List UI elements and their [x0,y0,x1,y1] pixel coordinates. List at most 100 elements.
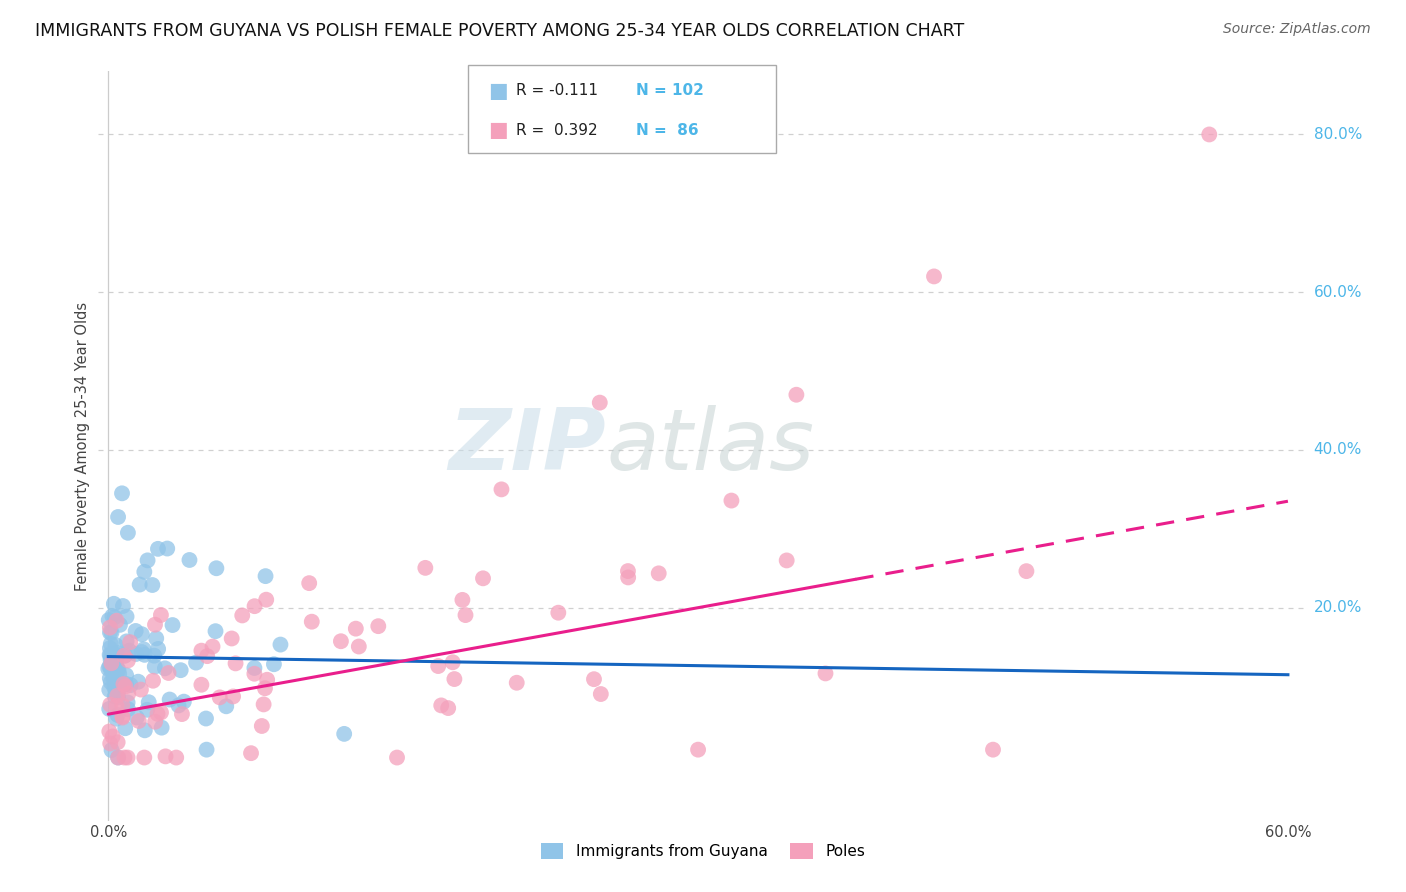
Point [208,690,231,705]
Point [104,648,127,662]
Point [344,622,367,636]
Point [582,672,605,686]
Point [105,614,128,628]
Text: R = -0.111: R = -0.111 [516,83,598,98]
Point [222,690,245,704]
Point [157,665,180,680]
Point [97,662,120,676]
Point [103,669,125,683]
Point [134,565,156,579]
Point [114,721,136,735]
Point [134,750,156,764]
Point [125,647,148,661]
Point [105,650,128,665]
Point [98,625,121,640]
Point [215,699,238,714]
Point [451,593,474,607]
Point [105,689,128,703]
Point [617,564,640,578]
Point [688,742,710,756]
Point [136,703,159,717]
Point [347,640,370,654]
Point [104,675,127,690]
Point [105,682,128,697]
Point [114,680,136,694]
Point [100,652,122,666]
Text: IMMIGRANTS FROM GUYANA VS POLISH FEMALE POVERTY AMONG 25-34 YEAR OLDS CORRELATIO: IMMIGRANTS FROM GUYANA VS POLISH FEMALE … [35,22,965,40]
Point [98,737,121,751]
Point [589,395,612,409]
Point [107,663,129,677]
Point [115,677,138,691]
Point [105,659,128,673]
Point [589,687,612,701]
Point [111,698,134,713]
Point [170,707,193,722]
Point [105,712,128,726]
Point [100,648,122,663]
Point [491,483,513,497]
Point [107,510,129,524]
Point [117,525,139,540]
Point [981,742,1004,756]
Point [107,735,129,749]
Point [104,610,127,624]
Point [201,640,224,654]
Point [127,674,149,689]
Text: N =  86: N = 86 [636,123,699,138]
Point [131,645,153,659]
Point [243,666,266,681]
Point [107,750,129,764]
Text: 20.0%: 20.0% [1313,600,1362,615]
Point [443,672,465,686]
Point [922,269,945,284]
Point [243,661,266,675]
Point [195,742,218,756]
Point [128,714,150,728]
Point [155,749,177,764]
Point [254,569,277,583]
Point [111,710,134,724]
Point [263,657,285,672]
Point [111,486,134,500]
Point [104,670,127,684]
Point [143,714,166,729]
Point [162,618,184,632]
Point [301,615,323,629]
Point [100,675,122,690]
Point [204,624,226,639]
Point [190,678,212,692]
Point [256,673,278,687]
Point [240,746,263,760]
Point [129,682,152,697]
Point [814,666,837,681]
Point [100,657,122,671]
Point [150,721,173,735]
Point [333,727,356,741]
Point [252,698,274,712]
Point [98,648,121,662]
Point [98,671,121,685]
Point [205,561,228,575]
Point [179,553,201,567]
Point [472,571,495,585]
Point [98,682,121,697]
Point [100,662,122,676]
Point [454,608,477,623]
Point [138,695,160,709]
Point [98,698,121,712]
Text: 80.0%: 80.0% [1313,127,1362,142]
Point [441,655,464,669]
Point [173,695,195,709]
Text: 60.0%: 60.0% [1264,824,1312,839]
Text: atlas: atlas [606,404,814,488]
Point [648,566,671,581]
Text: ■: ■ [488,80,508,101]
Point [785,388,807,402]
Point [103,671,125,685]
Point [367,619,389,633]
Point [107,750,129,764]
Point [134,723,156,738]
Point [141,578,163,592]
Text: R =  0.392: R = 0.392 [516,123,598,138]
